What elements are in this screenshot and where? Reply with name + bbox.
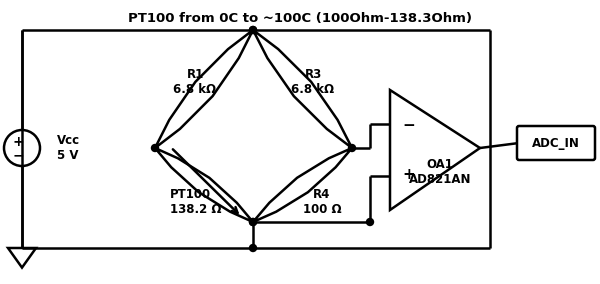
Text: +: + xyxy=(402,167,415,182)
Text: +: + xyxy=(12,135,24,149)
Circle shape xyxy=(250,218,257,225)
Text: −: − xyxy=(12,148,24,162)
Text: ADC_IN: ADC_IN xyxy=(532,137,580,149)
Circle shape xyxy=(250,245,257,252)
Text: R1
6.8 kΩ: R1 6.8 kΩ xyxy=(173,68,217,96)
Text: Vcc
5 V: Vcc 5 V xyxy=(57,134,80,162)
Text: OA1
AD821AN: OA1 AD821AN xyxy=(409,158,471,186)
FancyBboxPatch shape xyxy=(517,126,595,160)
Text: R4
100 Ω: R4 100 Ω xyxy=(302,188,341,216)
Circle shape xyxy=(349,145,355,151)
Circle shape xyxy=(151,145,158,151)
Circle shape xyxy=(250,26,257,34)
Circle shape xyxy=(367,218,373,225)
Text: PT100
138.2 Ω: PT100 138.2 Ω xyxy=(170,188,221,216)
Text: PT100 from 0C to ~100C (100Ohm-138.3Ohm): PT100 from 0C to ~100C (100Ohm-138.3Ohm) xyxy=(128,12,472,25)
Text: −: − xyxy=(402,118,415,133)
Circle shape xyxy=(250,26,257,34)
Circle shape xyxy=(250,218,257,225)
Text: R3
6.8 kΩ: R3 6.8 kΩ xyxy=(292,68,335,96)
